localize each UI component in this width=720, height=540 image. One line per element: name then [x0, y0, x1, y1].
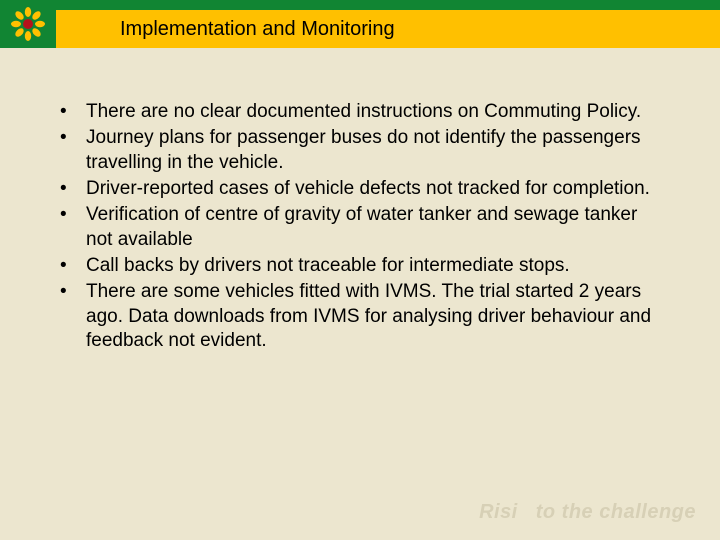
bullet-list: There are no clear documented instructio…: [54, 100, 666, 353]
flower-logo-icon: [8, 4, 48, 44]
footer-slogan: Risi to the challenge: [479, 501, 696, 524]
list-item: There are no clear documented instructio…: [54, 100, 666, 124]
content-area: There are no clear documented instructio…: [0, 48, 720, 353]
list-item: Driver-reported cases of vehicle defects…: [54, 177, 666, 201]
list-item: There are some vehicles fitted with IVMS…: [54, 280, 666, 353]
list-item: Journey plans for passenger buses do not…: [54, 126, 666, 175]
list-item: Verification of centre of gravity of wat…: [54, 203, 666, 252]
page-title: Implementation and Monitoring: [120, 18, 395, 41]
top-strip: [0, 0, 720, 10]
logo-container: [0, 0, 56, 48]
footer-right: to the challenge: [536, 501, 696, 523]
list-item: Call backs by drivers not traceable for …: [54, 254, 666, 278]
header-bar: Implementation and Monitoring: [0, 10, 720, 48]
footer-left: Risi: [479, 501, 518, 523]
